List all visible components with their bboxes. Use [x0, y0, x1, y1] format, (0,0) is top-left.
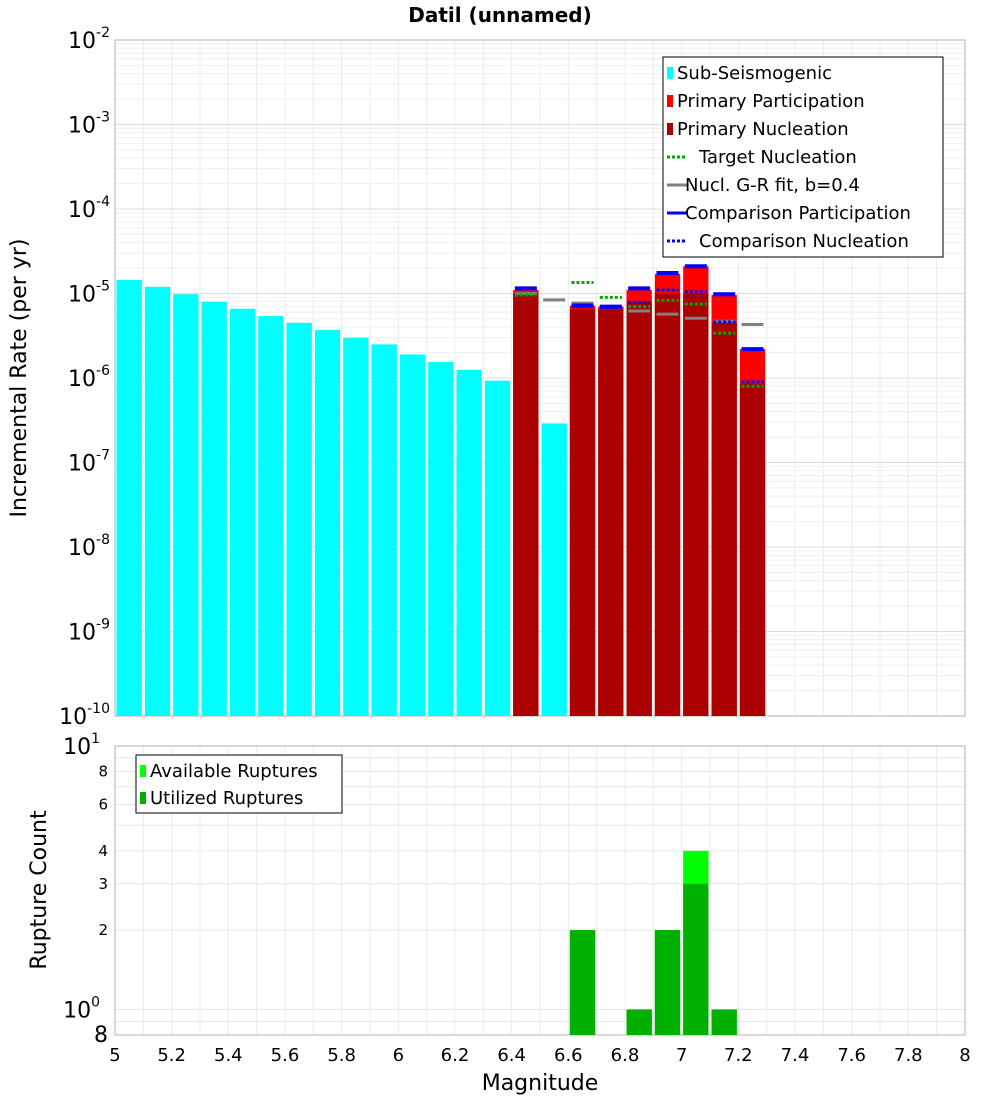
sub-seismogenic-bar — [258, 316, 284, 716]
top-y-tick-label: 10-2 — [68, 25, 110, 54]
bottom-plot-frame — [114, 745, 966, 1036]
top-y-tick-label: 10-4 — [68, 194, 110, 223]
x-tick-label: 5.4 — [214, 1045, 243, 1066]
top-y-axis-label: Incremental Rate (per yr) — [7, 239, 32, 518]
legend-swatch — [667, 123, 673, 135]
x-tick-label: 7 — [676, 1045, 687, 1066]
x-tick-label: 5.2 — [157, 1045, 186, 1066]
legend-entry-label: Comparison Participation — [685, 203, 911, 224]
x-tick-label: 6 — [393, 1045, 404, 1066]
sub-seismogenic-bar — [286, 322, 312, 716]
x-axis-label: Magnitude — [482, 1071, 599, 1096]
legend-entry-label: Sub-Seismogenic — [677, 63, 832, 84]
sub-seismogenic-bar — [201, 301, 227, 716]
bottom-y-tick-label: 8 — [98, 763, 108, 781]
bottom-y-axis-label: Rupture Count — [27, 810, 52, 970]
legend-entry-label: Primary Participation — [677, 91, 865, 112]
legend-entry-label: Utilized Ruptures — [150, 788, 303, 809]
x-tick-label: 6.8 — [611, 1045, 640, 1066]
top-legend: Sub-Seismogenic Primary Participation Prim… — [662, 56, 944, 258]
x-tick-label: 7.2 — [724, 1045, 753, 1066]
legend-entry-label: Available Ruptures — [150, 761, 318, 782]
legend-swatch — [667, 95, 673, 107]
sub-seismogenic-bar — [229, 308, 256, 716]
x-tick-label: 7.6 — [837, 1045, 866, 1066]
x-axis-ticks: 5 5.2 5.4 5.6 5.8 6 6.2 6.4 6.6 6.8 7 7.2 7.4 7.6 7.8 8 — [109, 1045, 970, 1066]
x-tick-label: 7.8 — [894, 1045, 923, 1066]
bottom-y-tick-label: 101 — [63, 731, 100, 760]
top-y-tick-label: 10-5 — [68, 279, 110, 308]
primary-nucleation-bar — [654, 293, 681, 716]
primary-nucleation-bar — [626, 301, 652, 716]
sub-seismogenic-bar — [343, 337, 369, 716]
sub-seismogenic-bar — [484, 380, 511, 716]
sub-seismogenic-bar — [541, 423, 567, 716]
sub-seismogenic-bar — [314, 329, 341, 716]
primary-nucleation-bar — [513, 293, 539, 716]
utilized-ruptures-bar — [626, 1009, 652, 1035]
top-y-tick-label: 10-9 — [68, 617, 110, 646]
utilized-ruptures-bar — [683, 883, 709, 1035]
x-tick-label: 5 — [109, 1045, 120, 1066]
legend-swatch — [140, 792, 146, 804]
bottom-y-tick-label: 100 — [63, 994, 100, 1023]
top-y-tick-label: 10-6 — [68, 363, 110, 392]
sub-seismogenic-bar — [144, 286, 171, 716]
primary-nucleation-bar — [569, 309, 596, 716]
top-plot-frame — [114, 39, 966, 717]
primary-nucleation-bar — [739, 383, 766, 716]
legend-box — [135, 754, 343, 814]
x-tick-label: 7.4 — [781, 1045, 810, 1066]
x-tick-label: 6.2 — [441, 1045, 470, 1066]
bottom-y-tick-label: 6 — [98, 795, 108, 813]
top-y-tick-label: 10-10 — [59, 701, 110, 730]
x-tick-label: 6.4 — [497, 1045, 526, 1066]
top-panel-y-ticks: 10-2 10-3 10-4 10-5 10-6 10-7 10-8 10-9 10-10 — [59, 25, 110, 730]
bottom-y-tick-label: 3 — [98, 875, 108, 893]
sub-seismogenic-bar — [173, 294, 199, 716]
x-tick-label: 5.8 — [327, 1045, 356, 1066]
legend-entry-label: Target Nucleation — [698, 147, 857, 168]
primary-nucleation-bar — [598, 309, 624, 716]
chart-title: Datil (unnamed) — [408, 3, 592, 27]
sub-seismogenic-bar — [456, 369, 482, 716]
top-y-tick-label: 10-8 — [68, 532, 110, 561]
primary-nucleation-bar — [711, 322, 737, 716]
legend-entry-label: Nucl. G-R fit, b=0.4 — [685, 175, 860, 196]
top-y-tick-label: 10-3 — [68, 110, 110, 139]
primary-nucleation-bar — [683, 293, 709, 716]
sub-seismogenic-bar — [116, 279, 142, 716]
top-panel-lines — [514, 264, 764, 388]
sub-seismogenic-bar — [371, 344, 397, 716]
bottom-legend: Available Ruptures Utilized Ruptures — [135, 754, 343, 814]
bottom-y-tick-label: 4 — [98, 842, 108, 860]
legend-entry-label: Primary Nucleation — [677, 119, 849, 140]
bottom-panel-bars — [569, 850, 737, 1035]
legend-swatch — [140, 765, 146, 777]
legend-entry-label: Comparison Nucleation — [699, 231, 909, 252]
top-panel-bars — [116, 266, 766, 716]
legend-box — [662, 56, 944, 258]
sub-seismogenic-bar — [428, 361, 454, 716]
legend-swatch — [667, 67, 673, 79]
sub-seismogenic-bar — [399, 354, 426, 716]
x-tick-label: 5.6 — [271, 1045, 300, 1066]
utilized-ruptures-bar — [569, 930, 596, 1035]
bottom-y-tick-label: 8 — [94, 1023, 108, 1048]
utilized-ruptures-bar — [654, 930, 681, 1035]
utilized-ruptures-bar — [711, 1009, 737, 1035]
x-tick-label: 8 — [959, 1045, 970, 1066]
bottom-y-tick-label: 2 — [98, 921, 108, 939]
top-y-tick-label: 10-7 — [68, 448, 110, 477]
x-tick-label: 6.6 — [554, 1045, 583, 1066]
